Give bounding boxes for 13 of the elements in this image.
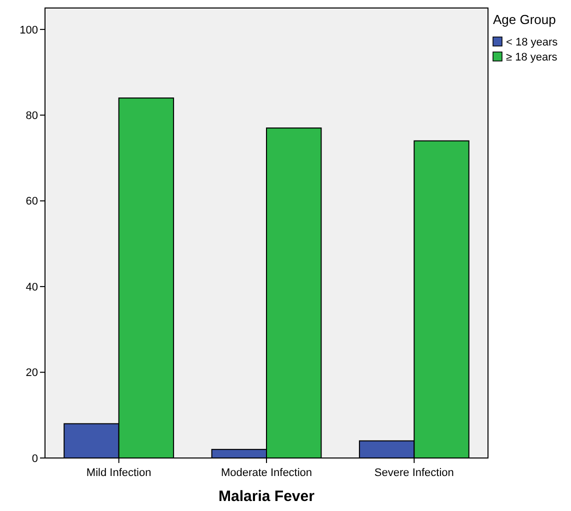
x-tick-label: Severe Infection (374, 467, 454, 479)
legend-title: Age Group (493, 12, 556, 27)
y-tick-label: 100 (20, 24, 38, 36)
y-tick-label: 80 (26, 110, 38, 122)
legend-label: < 18 years (506, 36, 558, 48)
y-tick-label: 20 (26, 367, 38, 380)
y-tick-label: 40 (26, 281, 38, 294)
x-tick-label: Mild Infection (86, 467, 152, 479)
x-tick-label: Moderate Infection (220, 467, 312, 479)
y-tick-label: 60 (26, 196, 38, 208)
y-tick-label: 0 (32, 452, 38, 465)
legend-label: ≥ 18 years (506, 51, 558, 64)
x-axis-title: Malaria Fever (218, 488, 315, 505)
